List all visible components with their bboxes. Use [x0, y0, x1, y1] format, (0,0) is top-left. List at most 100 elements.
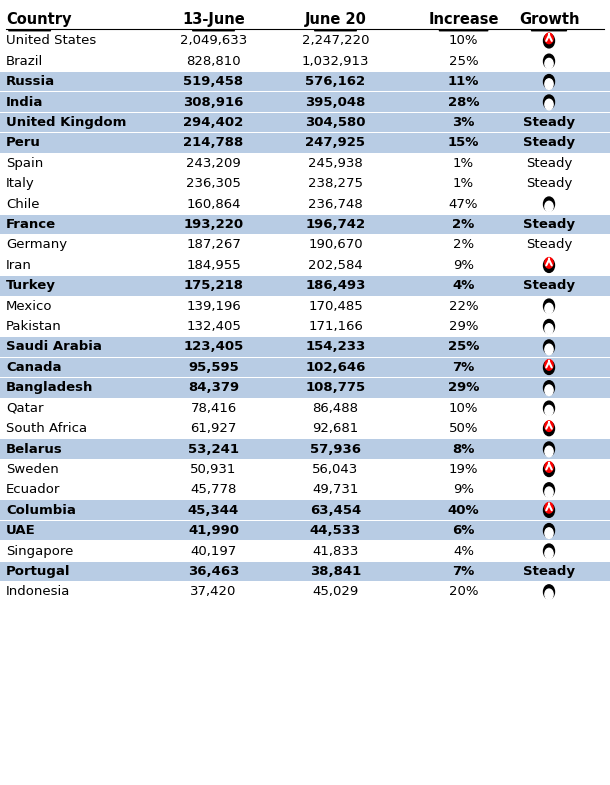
- Text: Pakistan: Pakistan: [6, 320, 62, 333]
- Text: 245,938: 245,938: [308, 157, 363, 170]
- Text: 187,267: 187,267: [186, 239, 241, 251]
- Text: United Kingdom: United Kingdom: [6, 116, 126, 129]
- Text: 29%: 29%: [449, 320, 478, 333]
- Circle shape: [544, 401, 554, 415]
- Text: Canada: Canada: [6, 361, 62, 374]
- Text: 828,810: 828,810: [186, 55, 241, 68]
- Text: 28%: 28%: [448, 96, 479, 108]
- Text: Growth: Growth: [518, 12, 580, 27]
- Text: 47%: 47%: [449, 198, 478, 210]
- Text: Russia: Russia: [6, 75, 56, 88]
- Circle shape: [544, 544, 554, 558]
- Text: 186,493: 186,493: [306, 279, 365, 292]
- Text: Belarus: Belarus: [6, 443, 63, 455]
- Text: South Africa: South Africa: [6, 422, 87, 435]
- Text: 3%: 3%: [453, 116, 475, 129]
- FancyBboxPatch shape: [0, 338, 610, 356]
- Text: Mexico: Mexico: [6, 300, 52, 312]
- FancyBboxPatch shape: [0, 72, 610, 91]
- FancyBboxPatch shape: [0, 501, 610, 520]
- Text: 10%: 10%: [449, 402, 478, 414]
- Text: 44,533: 44,533: [310, 524, 361, 537]
- Text: 304,580: 304,580: [305, 116, 366, 129]
- Text: Chile: Chile: [6, 198, 40, 210]
- Text: 40,197: 40,197: [190, 545, 237, 557]
- Circle shape: [545, 548, 553, 559]
- Text: 2%: 2%: [453, 218, 475, 231]
- Text: 2,049,633: 2,049,633: [180, 35, 247, 47]
- Text: 9%: 9%: [453, 259, 474, 272]
- Circle shape: [545, 421, 553, 432]
- Text: Spain: Spain: [6, 157, 43, 170]
- Circle shape: [545, 58, 553, 69]
- Text: United States: United States: [6, 35, 96, 47]
- Text: 308,916: 308,916: [184, 96, 243, 108]
- Text: 4%: 4%: [453, 545, 474, 557]
- Circle shape: [544, 197, 554, 211]
- Circle shape: [544, 258, 554, 272]
- Circle shape: [544, 54, 554, 68]
- Text: 7%: 7%: [453, 361, 475, 374]
- Text: 29%: 29%: [448, 382, 479, 394]
- Text: 139,196: 139,196: [186, 300, 241, 312]
- Text: 25%: 25%: [448, 341, 479, 353]
- Text: Increase: Increase: [428, 12, 499, 27]
- FancyBboxPatch shape: [0, 276, 610, 295]
- Text: 20%: 20%: [449, 586, 478, 598]
- Text: Brazil: Brazil: [6, 55, 43, 68]
- Text: 4%: 4%: [453, 279, 475, 292]
- Text: 1,032,913: 1,032,913: [302, 55, 369, 68]
- Circle shape: [544, 299, 554, 313]
- Text: Steady: Steady: [523, 137, 575, 149]
- Text: 38,841: 38,841: [310, 565, 361, 578]
- Circle shape: [544, 319, 554, 334]
- Text: 190,670: 190,670: [308, 239, 363, 251]
- Text: 247,925: 247,925: [306, 137, 365, 149]
- Text: 15%: 15%: [448, 137, 479, 149]
- Text: 10%: 10%: [449, 35, 478, 47]
- Text: Peru: Peru: [6, 137, 41, 149]
- Text: 7%: 7%: [453, 565, 475, 578]
- Circle shape: [545, 257, 553, 268]
- Circle shape: [544, 422, 554, 436]
- FancyBboxPatch shape: [0, 562, 610, 581]
- Text: 214,788: 214,788: [184, 137, 243, 149]
- Circle shape: [545, 344, 553, 355]
- Circle shape: [545, 99, 553, 110]
- Circle shape: [545, 323, 553, 334]
- Text: Italy: Italy: [6, 177, 35, 190]
- Text: 193,220: 193,220: [184, 218, 243, 231]
- Text: 19%: 19%: [449, 463, 478, 476]
- Text: 196,742: 196,742: [306, 218, 365, 231]
- FancyBboxPatch shape: [0, 113, 610, 132]
- Text: 49,731: 49,731: [312, 484, 359, 496]
- Text: 294,402: 294,402: [184, 116, 243, 129]
- Circle shape: [545, 462, 553, 473]
- Text: 84,379: 84,379: [188, 382, 239, 394]
- Text: Steady: Steady: [526, 157, 572, 170]
- Text: Columbia: Columbia: [6, 504, 76, 517]
- FancyBboxPatch shape: [0, 133, 610, 152]
- Text: Singapore: Singapore: [6, 545, 73, 557]
- Text: 576,162: 576,162: [306, 75, 365, 88]
- Text: 53,241: 53,241: [188, 443, 239, 455]
- Text: France: France: [6, 218, 56, 231]
- Text: Ecuador: Ecuador: [6, 484, 60, 496]
- Text: 184,955: 184,955: [186, 259, 241, 272]
- Text: 25%: 25%: [449, 55, 478, 68]
- Text: UAE: UAE: [6, 524, 36, 537]
- Text: 86,488: 86,488: [312, 402, 359, 414]
- Circle shape: [545, 446, 553, 457]
- Circle shape: [545, 201, 553, 212]
- Text: Steady: Steady: [526, 239, 572, 251]
- Text: Sweden: Sweden: [6, 463, 59, 476]
- Text: Steady: Steady: [523, 116, 575, 129]
- Text: 57,936: 57,936: [310, 443, 361, 455]
- Circle shape: [545, 487, 553, 498]
- Circle shape: [545, 528, 553, 539]
- Text: Steady: Steady: [523, 279, 575, 292]
- Text: June 20: June 20: [304, 12, 367, 27]
- Text: 175,218: 175,218: [184, 279, 243, 292]
- Text: 45,778: 45,778: [190, 484, 237, 496]
- FancyBboxPatch shape: [0, 215, 610, 234]
